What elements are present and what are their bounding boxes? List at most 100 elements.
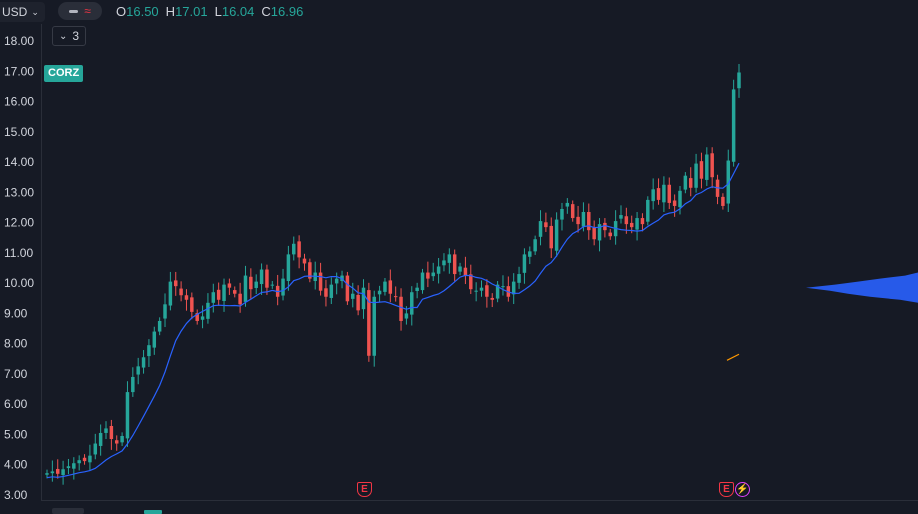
indicator-count: 3 (72, 29, 80, 43)
minus-icon[interactable] (69, 9, 79, 13)
y-tick-label: 3.00 (4, 488, 28, 502)
candle-body (184, 295, 189, 300)
ohlc-low: L16.04 (214, 4, 255, 19)
candle-body (694, 163, 698, 188)
candle-body (619, 215, 623, 219)
candle-body (587, 212, 591, 231)
candle-body (393, 296, 398, 298)
candle-body (442, 260, 446, 266)
chevron-down-icon: ⌄ (31, 7, 39, 17)
candle-body (474, 290, 478, 292)
candle-body (233, 290, 237, 294)
candle-body (77, 460, 81, 464)
candle-body (334, 278, 339, 284)
candle-body (388, 280, 393, 294)
candle-body (651, 189, 655, 202)
candle-body (640, 218, 645, 225)
indicators-collapse-button[interactable]: ⌄ 3 (52, 26, 86, 46)
candle-body (308, 262, 312, 279)
candle-body (125, 392, 130, 439)
candle-body (292, 243, 296, 255)
candle-body (302, 258, 307, 264)
candle-body (55, 468, 60, 474)
y-tick-label: 7.00 (4, 367, 28, 381)
candle-body (731, 89, 736, 162)
candle-body (345, 275, 350, 302)
candle-body (227, 283, 232, 288)
chart-header: USD ⌄ ≈ O16.50 H17.01 L16.04 C16.96 (0, 0, 918, 24)
candle-body (533, 239, 537, 252)
candle-body (549, 225, 553, 249)
candle-body (528, 251, 532, 257)
y-tick-label: 8.00 (4, 337, 28, 351)
ohlc-legend: O16.50 H17.01 L16.04 C16.96 (116, 4, 303, 19)
candle-body (141, 357, 146, 368)
chevron-down-icon: ⌄ (58, 30, 68, 42)
candle-body (463, 267, 468, 276)
ohlc-open: O16.50 (116, 4, 159, 19)
candle-body (699, 161, 704, 179)
candle-body (436, 266, 441, 274)
candle-body (98, 432, 103, 446)
currency-selector[interactable]: USD ⌄ (0, 2, 45, 22)
ohlc-close: C16.96 (261, 4, 304, 19)
candle-body (420, 272, 425, 291)
candle-body (511, 281, 516, 295)
candle-body (163, 304, 167, 319)
candle-body (490, 297, 494, 300)
candle-body (243, 275, 248, 302)
candle-body (174, 280, 178, 287)
candle-body (136, 366, 140, 375)
candle-body (61, 469, 65, 476)
y-axis-panel (0, 24, 41, 500)
lightning-icon[interactable]: ⚡ (735, 482, 750, 497)
candle-body (367, 290, 371, 356)
candle-body (190, 297, 194, 312)
y-tick-label: 14.00 (4, 155, 34, 169)
symbol-badge[interactable]: CORZ (44, 65, 84, 82)
candle-body (667, 184, 672, 203)
y-tick-label: 18.00 (4, 34, 34, 48)
candle-body (211, 292, 216, 303)
candle-body (570, 204, 575, 219)
candle-body (265, 269, 269, 288)
y-tick-label: 9.00 (4, 306, 28, 320)
candle-body (281, 278, 285, 296)
series-controls[interactable]: ≈ (58, 2, 102, 20)
candle-body (517, 274, 521, 283)
candle-body (404, 313, 409, 319)
candle-body (710, 153, 714, 178)
candle-body (324, 288, 328, 297)
candle-body (157, 320, 162, 332)
candle-body (688, 178, 693, 188)
candle-body (635, 218, 639, 230)
candle-body (678, 190, 682, 208)
candle-body (351, 293, 355, 299)
candle-body (592, 227, 596, 240)
projection-line (726, 353, 740, 361)
candle-body (270, 284, 275, 286)
candle-body (737, 72, 741, 89)
earnings-marker[interactable]: E (357, 482, 372, 497)
candle-body (431, 272, 435, 277)
candle-body (206, 302, 210, 319)
candle-body (286, 254, 291, 282)
y-tick-label: 17.00 (4, 64, 34, 78)
candle-body (485, 285, 489, 297)
candle-body (200, 316, 205, 320)
earnings-marker[interactable]: E (719, 482, 734, 497)
candle-body (479, 287, 484, 291)
candle-body (447, 254, 452, 263)
candle-body (656, 188, 661, 200)
wave-icon[interactable]: ≈ (84, 4, 91, 18)
candle-body (93, 443, 98, 455)
candle-body (721, 196, 725, 206)
candle-body (329, 284, 334, 298)
candle-body (726, 160, 731, 204)
candle-body (238, 293, 242, 305)
y-tick-label: 11.00 (4, 246, 33, 260)
candle-body (581, 212, 586, 227)
candle-body (544, 222, 548, 228)
y-tick-label: 13.00 (4, 185, 34, 199)
